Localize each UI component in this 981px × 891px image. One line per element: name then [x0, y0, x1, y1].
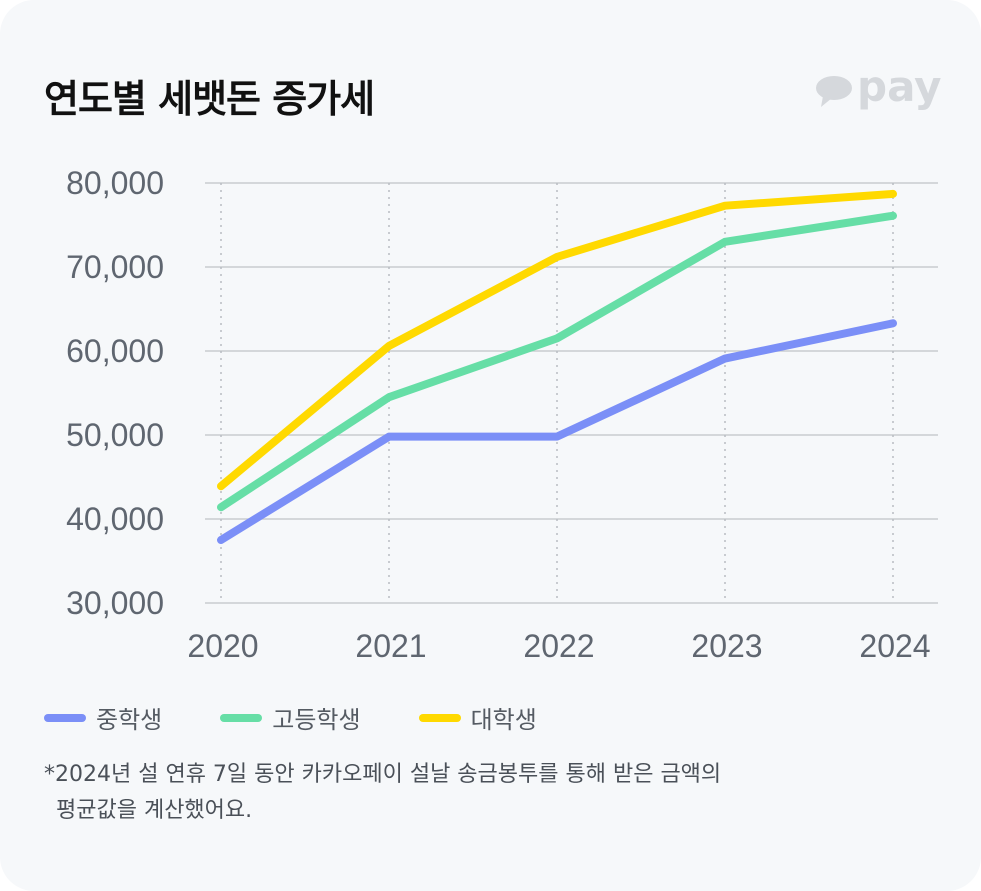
y-tick-label: 70,000: [66, 249, 164, 285]
legend-swatch: [44, 713, 86, 722]
x-tick-label: 2024: [859, 628, 930, 664]
footnote-line-2: 평균값을 계산했어요.: [56, 798, 253, 823]
y-tick-label: 60,000: [66, 333, 164, 369]
legend-label: 대학생: [470, 706, 537, 734]
series-line: [217, 319, 897, 544]
chart-title: 연도별 세뱃돈 증가세: [44, 77, 375, 121]
y-tick-label: 30,000: [66, 585, 164, 621]
speech-bubble-icon: [816, 76, 852, 107]
logo-text: pay: [857, 62, 942, 111]
footnote-line-1: *2024년 설 연휴 7일 동안 카카오페이 설날 송금봉투를 통해 받은 금…: [44, 762, 722, 787]
legend-swatch: [418, 713, 461, 722]
legend-item-high: 고등학생: [220, 700, 361, 735]
legend-item-university: 대학생: [418, 700, 537, 735]
series-line: [217, 211, 897, 512]
x-tick-label: 2021: [355, 628, 426, 664]
footnote: *2024년 설 연휴 7일 동안 카카오페이 설날 송금봉투를 통해 받은 금…: [44, 757, 944, 829]
x-tick-label: 2022: [523, 628, 594, 664]
legend-label: 중학생: [96, 706, 163, 734]
x-tick-label: 2020: [187, 628, 258, 664]
legend-item-middle: 중학생: [44, 700, 162, 735]
series-line: [217, 189, 897, 491]
kakaopay-logo: pay: [815, 66, 942, 108]
legend: 중학생 고등학생 대학생: [44, 700, 537, 735]
y-tick-label: 80,000: [66, 165, 164, 201]
y-tick-label: 50,000: [66, 417, 164, 453]
legend-label: 고등학생: [272, 706, 361, 734]
y-tick-label: 40,000: [66, 501, 164, 537]
x-tick-label: 2023: [691, 628, 762, 664]
legend-swatch: [220, 713, 263, 722]
